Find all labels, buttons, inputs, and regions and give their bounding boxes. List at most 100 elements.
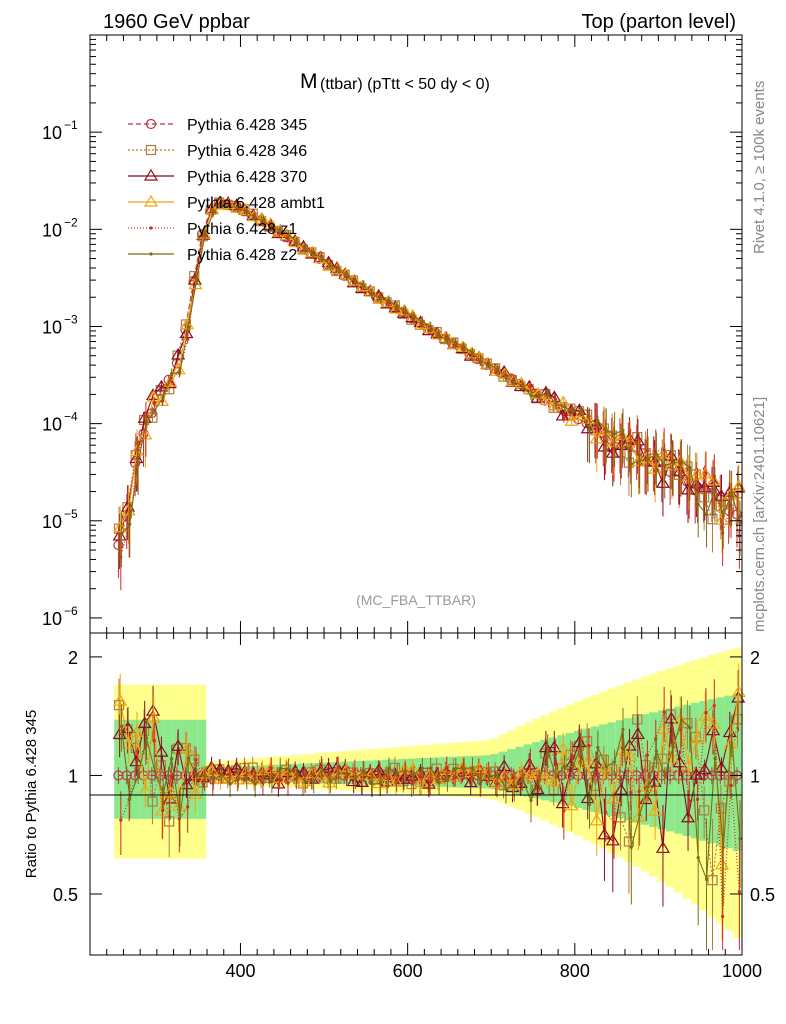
ratio-point <box>161 808 165 813</box>
data-point <box>613 432 617 436</box>
ratio-point <box>547 740 562 753</box>
data-point <box>698 466 713 479</box>
ratio-point <box>313 767 328 780</box>
data-point <box>261 219 266 223</box>
ratio-point <box>495 773 500 777</box>
ratio-point <box>305 766 320 779</box>
data-point <box>347 273 362 286</box>
ratio-point <box>679 718 684 722</box>
ratio-point <box>681 770 692 781</box>
data-point <box>639 454 654 467</box>
data-point <box>445 335 449 339</box>
data-point <box>229 198 244 211</box>
data-point <box>646 456 650 461</box>
legend-label: Pythia 6.428 370 <box>187 169 307 186</box>
data-point <box>721 531 725 535</box>
data-point <box>195 278 199 282</box>
y-tick-label: 10 <box>42 123 62 143</box>
data-point <box>119 532 124 536</box>
ratio-point <box>195 774 199 778</box>
ratio-point <box>371 763 386 776</box>
data-point <box>695 488 700 492</box>
ratio-point <box>202 778 207 782</box>
ratio-point <box>662 710 666 714</box>
ratio-point <box>470 775 474 779</box>
ratio-point <box>455 759 470 772</box>
ratio-point <box>252 774 257 778</box>
data-point <box>203 232 207 237</box>
data-point <box>514 376 529 389</box>
ratio-point <box>330 764 345 777</box>
ratio-point <box>704 877 709 881</box>
ratio-point <box>136 773 140 777</box>
ratio-point <box>453 775 457 779</box>
ratio-point <box>196 766 211 779</box>
ratio-point <box>547 773 562 786</box>
legend-label: Pythia 6.428 ambt1 <box>187 195 325 212</box>
ratio-point <box>713 756 717 760</box>
ratio-point <box>638 813 642 817</box>
data-point <box>715 512 730 525</box>
data-point <box>671 461 675 465</box>
ratio-point <box>512 785 516 789</box>
ratio-point <box>655 841 671 853</box>
ratio-point <box>564 798 579 811</box>
ratio-point <box>228 782 232 786</box>
ratio-point <box>724 776 735 787</box>
legend: Pythia 6.428 345 Pythia 6.428 346 Pythia 6… <box>128 117 325 264</box>
ratio-point <box>439 763 454 776</box>
ratio-point <box>640 760 651 771</box>
data-point <box>589 431 604 444</box>
data-point <box>538 385 553 398</box>
ratio-point <box>562 764 567 769</box>
ratio-point <box>589 813 604 826</box>
ratio-point <box>595 765 599 769</box>
ratio-point <box>529 798 533 802</box>
legend-marker <box>145 144 157 156</box>
ratio-point <box>648 803 663 816</box>
data-point <box>704 512 709 516</box>
analysis-watermark: (MC_FBA_TTBAR) <box>356 592 476 608</box>
ratio-point <box>179 777 194 790</box>
data-point <box>462 345 466 350</box>
data-point <box>572 403 587 415</box>
ratio-point <box>623 836 635 847</box>
ratio-point <box>336 765 340 769</box>
data-point <box>489 363 504 376</box>
ratio-point <box>378 769 382 774</box>
ratio-point <box>704 711 708 715</box>
data-point <box>414 317 429 330</box>
ratio-point <box>211 781 215 785</box>
ratio-point <box>696 855 700 860</box>
ratio-point <box>687 799 691 803</box>
data-point <box>673 453 688 466</box>
data-point <box>186 337 190 341</box>
ratio-point <box>186 805 190 809</box>
data-point <box>587 428 592 432</box>
ratio-point <box>521 778 525 782</box>
data-point <box>154 394 170 406</box>
data-point <box>378 294 382 298</box>
ratio-point <box>489 775 504 788</box>
ratio-point <box>428 780 432 784</box>
ratio-point <box>363 768 379 781</box>
data-point <box>621 428 625 432</box>
ratio-point <box>554 775 558 779</box>
data-point <box>353 280 358 284</box>
data-point <box>706 473 721 486</box>
data-point <box>404 309 408 313</box>
ratio-point <box>613 760 617 764</box>
ratio-point <box>372 776 387 789</box>
y-tick-label: 10 <box>42 415 62 435</box>
data-point <box>445 338 450 342</box>
series-5 <box>119 198 742 568</box>
data-point <box>629 462 633 466</box>
ratio-point <box>571 765 575 769</box>
data-point <box>169 372 174 376</box>
ratio-point <box>597 827 612 840</box>
ratio-point <box>664 711 679 724</box>
ratio-point <box>169 774 173 778</box>
data-point <box>153 408 157 412</box>
ratio-point <box>230 772 245 785</box>
